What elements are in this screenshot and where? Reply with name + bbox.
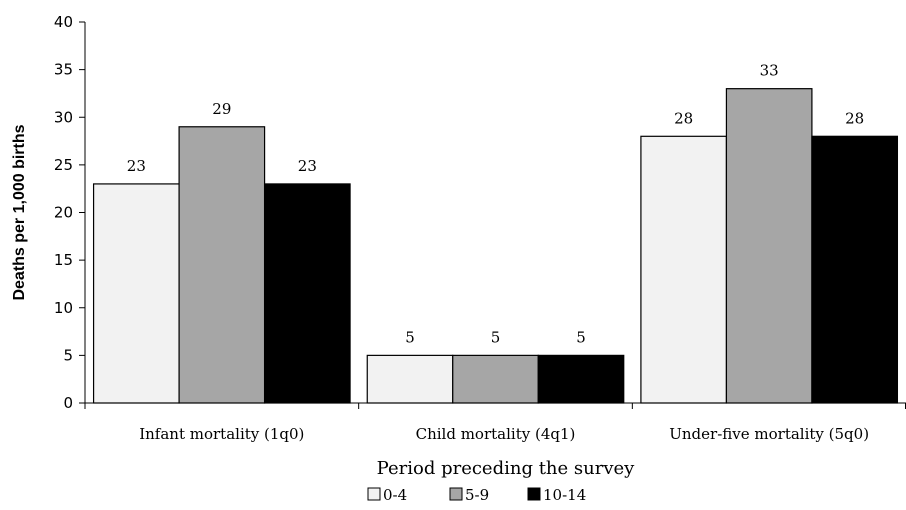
bar <box>263 183 351 404</box>
legend-swatch <box>367 487 381 501</box>
y-tick-label: 40 <box>54 13 73 31</box>
data-label: 29 <box>212 100 231 118</box>
y-tick-label: 25 <box>54 156 73 174</box>
legend-label: 10-14 <box>543 486 586 504</box>
legend: 0-4 5-9 10-14 <box>367 486 586 504</box>
x-axis-title: Period preceding the survey <box>377 458 635 479</box>
bar <box>811 135 899 404</box>
bar <box>178 126 266 404</box>
data-labels: 23 29 23 5 5 5 28 33 28 <box>127 62 864 347</box>
data-label: 28 <box>674 109 693 127</box>
y-tick-label: 30 <box>54 108 73 126</box>
data-label: 33 <box>760 62 779 80</box>
data-label: 5 <box>491 328 501 346</box>
bar <box>452 354 539 404</box>
bar <box>640 135 728 404</box>
bar <box>92 183 180 404</box>
y-tick-label: 20 <box>54 204 73 222</box>
y-tick-label: 35 <box>54 61 73 79</box>
bar <box>725 88 813 404</box>
x-category-label: Child mortality (4q1) <box>416 425 576 443</box>
y-axis-title: Deaths per 1,000 births <box>11 124 28 300</box>
bar <box>366 354 454 404</box>
x-category-label: Under-five mortality (5q0) <box>669 425 869 443</box>
category-labels: Infant mortality (1q0) Child mortality (4… <box>84 403 906 443</box>
legend-label: 0-4 <box>383 486 407 504</box>
y-tick-label: 0 <box>63 394 73 412</box>
x-category-label: Infant mortality (1q0) <box>139 425 304 443</box>
data-label: 23 <box>298 157 317 175</box>
data-label: 5 <box>576 328 586 346</box>
legend-swatch <box>527 487 541 501</box>
y-tick-label: 15 <box>54 251 73 269</box>
y-tick-label: 5 <box>63 346 73 364</box>
legend-label: 5-9 <box>465 486 489 504</box>
legend-swatch <box>449 487 463 501</box>
data-label: 28 <box>845 109 864 127</box>
bar <box>537 354 625 404</box>
y-tick-label: 10 <box>54 299 73 317</box>
data-label: 23 <box>127 157 146 175</box>
data-label: 5 <box>405 328 415 346</box>
bars <box>92 88 899 404</box>
y-axis-ticks: 0 5 10 15 20 25 30 35 40 <box>54 13 85 412</box>
